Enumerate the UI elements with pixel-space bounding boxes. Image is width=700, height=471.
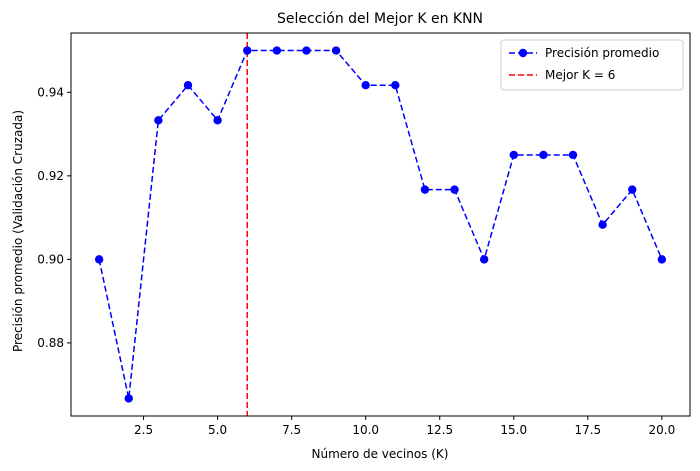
x-tick-label: 12.5 bbox=[426, 423, 453, 437]
series-line bbox=[98, 49, 663, 399]
x-tick-label: 7.5 bbox=[282, 423, 301, 437]
legend-box bbox=[500, 39, 684, 91]
data-point-k-6 bbox=[243, 46, 252, 55]
data-point-k-7 bbox=[272, 46, 282, 55]
data-point-k-13 bbox=[450, 185, 459, 194]
y-tick-label: 0.90 bbox=[37, 252, 64, 266]
data-point-k-17 bbox=[568, 150, 578, 160]
x-tick-label: 17.5 bbox=[574, 423, 601, 437]
plot-frame bbox=[70, 32, 691, 417]
data-point-k-15 bbox=[509, 150, 518, 160]
y-tick-label: 0.92 bbox=[37, 169, 64, 183]
chart-title: Selección del Mejor K en KNN bbox=[277, 11, 483, 27]
y-tick-label: 0.94 bbox=[37, 85, 64, 99]
x-axis-title: Número de vecinos (K) bbox=[312, 447, 449, 461]
data-point-k-12 bbox=[420, 185, 430, 194]
x-axis: 2.5 5.0 7.5 10.0 12.5 15.0 17.5 20.0 bbox=[134, 416, 675, 437]
legend-reference-label: Mejor K = 6 bbox=[545, 68, 615, 82]
plot-area bbox=[70, 32, 691, 417]
legend-series-label: Precisión promedio bbox=[545, 46, 659, 60]
x-tick-label: 5.0 bbox=[208, 423, 227, 437]
data-point-k-19 bbox=[628, 185, 637, 194]
legend: Precisión promedio Mejor K = 6 bbox=[500, 39, 684, 91]
y-axis-title: Precisión promedio (Validación Cruzada) bbox=[11, 110, 25, 352]
data-point-k-16 bbox=[539, 150, 548, 160]
data-point-k-5 bbox=[213, 116, 222, 125]
data-point-k-14 bbox=[479, 255, 489, 264]
data-point-k-10 bbox=[361, 81, 370, 90]
data-point-k-3 bbox=[154, 116, 163, 125]
x-tick-label: 20.0 bbox=[649, 423, 676, 437]
y-tick-label: 0.88 bbox=[37, 336, 64, 350]
data-point-k-4 bbox=[183, 81, 193, 90]
data-point-k-1 bbox=[94, 255, 104, 264]
x-tick-label: 15.0 bbox=[500, 423, 527, 437]
data-point-k-20 bbox=[657, 255, 667, 264]
y-axis: 0.88 0.90 0.92 0.94 bbox=[37, 85, 71, 350]
data-point-k-2 bbox=[124, 394, 133, 403]
data-point-k-18 bbox=[598, 220, 607, 229]
data-point-k-9 bbox=[331, 46, 341, 55]
legend-series-marker bbox=[518, 48, 528, 58]
data-point-k-11 bbox=[391, 81, 400, 90]
x-tick-label: 2.5 bbox=[134, 423, 153, 437]
data-point-k-8 bbox=[302, 46, 311, 55]
x-tick-label: 10.0 bbox=[352, 423, 379, 437]
